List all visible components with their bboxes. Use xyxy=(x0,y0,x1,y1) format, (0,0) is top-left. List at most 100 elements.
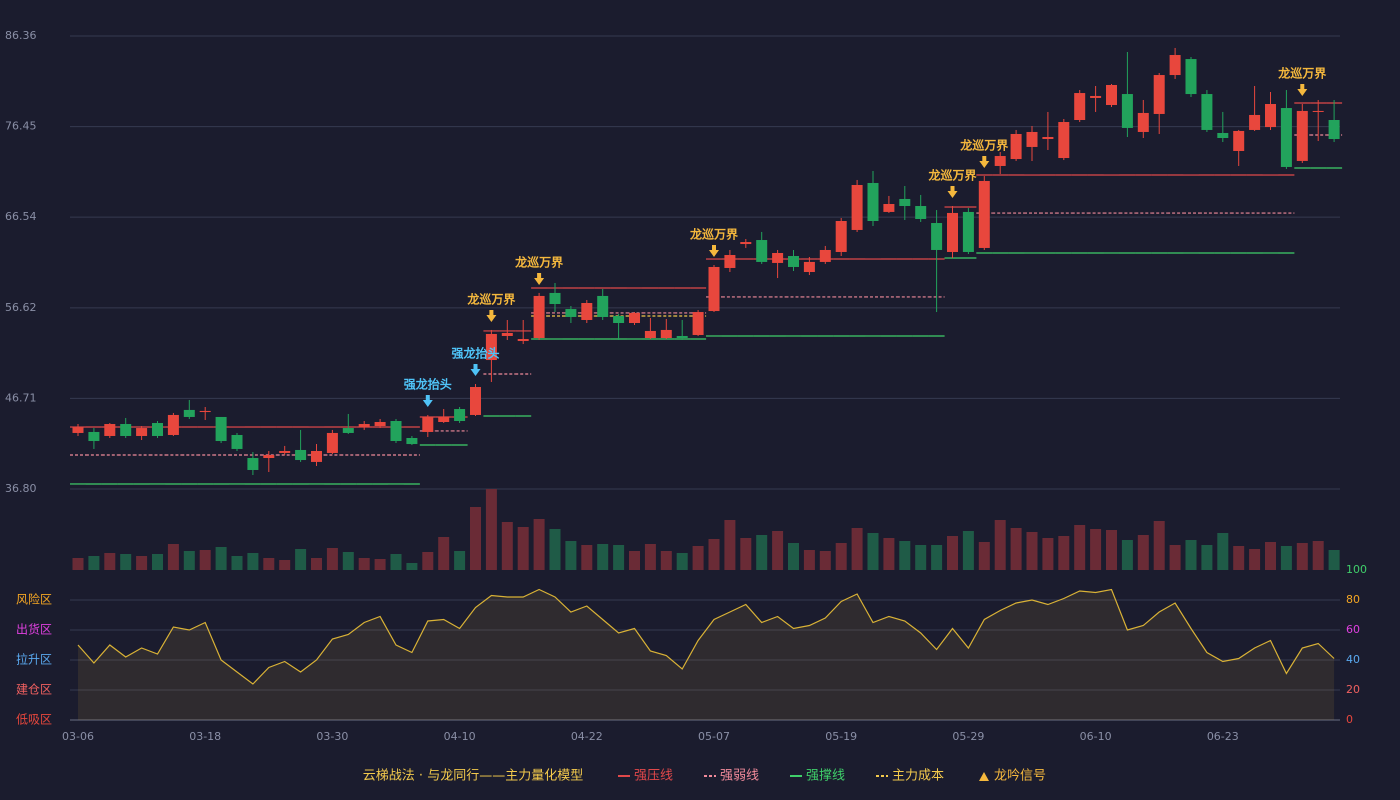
volume-bar xyxy=(581,545,593,570)
candle-body xyxy=(231,434,243,449)
signal-arrow xyxy=(486,309,497,322)
candle-body xyxy=(597,295,609,317)
candle-body xyxy=(263,454,275,459)
candle-body xyxy=(136,428,148,436)
candle-body xyxy=(215,416,227,442)
signal-label: 龙巡万界 xyxy=(1278,66,1326,81)
zone-label: 出货区 xyxy=(16,622,52,637)
candle-body xyxy=(1153,75,1165,114)
volume-bar xyxy=(295,549,307,570)
signal-arrow xyxy=(422,394,433,407)
candle-body xyxy=(1249,114,1261,130)
candle-body xyxy=(788,256,799,267)
volume-bar xyxy=(549,529,561,570)
candle-body xyxy=(947,212,958,252)
candle-body xyxy=(1296,110,1308,161)
candle-body xyxy=(406,437,418,445)
candle-body xyxy=(295,449,307,461)
volume-bar xyxy=(454,551,466,570)
volume-bar xyxy=(772,531,784,570)
volume-bar xyxy=(724,520,736,570)
volume-bar xyxy=(676,553,688,570)
volume-bar xyxy=(72,558,84,570)
volume-bar xyxy=(167,544,179,570)
volume-bar xyxy=(629,551,640,570)
candle-body xyxy=(978,180,990,248)
x-tick-label: 03-18 xyxy=(189,730,221,743)
volume-bar xyxy=(1074,525,1086,570)
volume-bar xyxy=(533,519,545,570)
candle-body xyxy=(803,261,815,273)
candle-body xyxy=(851,184,863,230)
candle-body xyxy=(962,211,974,252)
volume-bar xyxy=(120,554,132,570)
candle-body xyxy=(311,450,322,462)
volume-bar xyxy=(1106,530,1117,570)
signal-arrow xyxy=(1297,84,1308,97)
candle-body xyxy=(644,330,656,338)
volume-bar xyxy=(215,547,227,570)
volume-bar xyxy=(1296,543,1308,570)
candle-body xyxy=(819,249,831,262)
candle-body xyxy=(613,315,625,324)
volume-bar xyxy=(263,558,275,570)
candle-body xyxy=(374,422,386,427)
volume-bar xyxy=(835,543,847,570)
volume-bar xyxy=(152,554,163,570)
volume-bar xyxy=(740,538,752,570)
candle-body xyxy=(1058,122,1070,159)
x-tick-label: 05-07 xyxy=(698,730,730,743)
candle-body xyxy=(772,252,784,263)
signal-arrow xyxy=(979,156,990,169)
legend-label: 主力成本 xyxy=(892,769,944,784)
y-tick-label: 36.80 xyxy=(5,482,37,495)
zone-label: 拉升区 xyxy=(16,652,52,667)
candle-body xyxy=(549,292,561,304)
zone-label: 建仓区 xyxy=(16,683,52,697)
x-tick-label: 03-30 xyxy=(316,730,348,743)
candle-body xyxy=(915,206,927,219)
osc-tick-label: 20 xyxy=(1346,683,1360,696)
candle-body xyxy=(422,416,434,432)
y-tick-label: 86.36 xyxy=(5,29,37,42)
osc-tick-label: 0 xyxy=(1346,713,1353,726)
volume-bar xyxy=(390,554,402,570)
volume-bar xyxy=(183,551,195,570)
volume-bar xyxy=(1328,550,1340,570)
osc-tick-label: 40 xyxy=(1346,653,1360,666)
candle-body xyxy=(931,223,943,250)
x-tick-label: 06-10 xyxy=(1080,730,1112,743)
candle-body xyxy=(899,198,911,207)
volume-bar xyxy=(438,537,450,570)
candle-body xyxy=(867,182,879,222)
candle-body xyxy=(72,427,84,433)
signal-label: 龙巡万界 xyxy=(928,168,976,183)
volume-bar xyxy=(342,552,354,570)
x-tick-label: 05-19 xyxy=(825,730,857,743)
candle-body xyxy=(342,428,354,433)
signal-arrow xyxy=(534,272,545,285)
candle-body xyxy=(1010,133,1022,160)
volume-bar xyxy=(692,546,704,570)
volume-bar xyxy=(1058,536,1070,570)
volume-bar xyxy=(1312,541,1324,570)
signal-label: 强龙抬头 xyxy=(404,376,452,391)
signal-label: 强龙抬头 xyxy=(451,345,499,360)
candle-body xyxy=(358,424,370,428)
legend-label: 龙吟信号 xyxy=(994,768,1046,784)
volume-bar xyxy=(358,558,370,570)
volume-bar xyxy=(374,559,386,570)
candle-body xyxy=(1137,112,1149,132)
osc-line xyxy=(77,588,1335,685)
signal-label: 龙巡万界 xyxy=(467,291,515,306)
volume-bar xyxy=(1137,535,1149,570)
candle-body xyxy=(1265,104,1276,128)
candle-body xyxy=(756,240,768,262)
candle-body xyxy=(740,242,752,245)
candle-body xyxy=(501,332,513,336)
signal-arrow xyxy=(709,244,719,257)
y-tick-label: 76.45 xyxy=(5,120,37,133)
volume-bar xyxy=(803,550,815,570)
candle-body xyxy=(533,295,545,338)
volume-bar xyxy=(422,552,434,570)
